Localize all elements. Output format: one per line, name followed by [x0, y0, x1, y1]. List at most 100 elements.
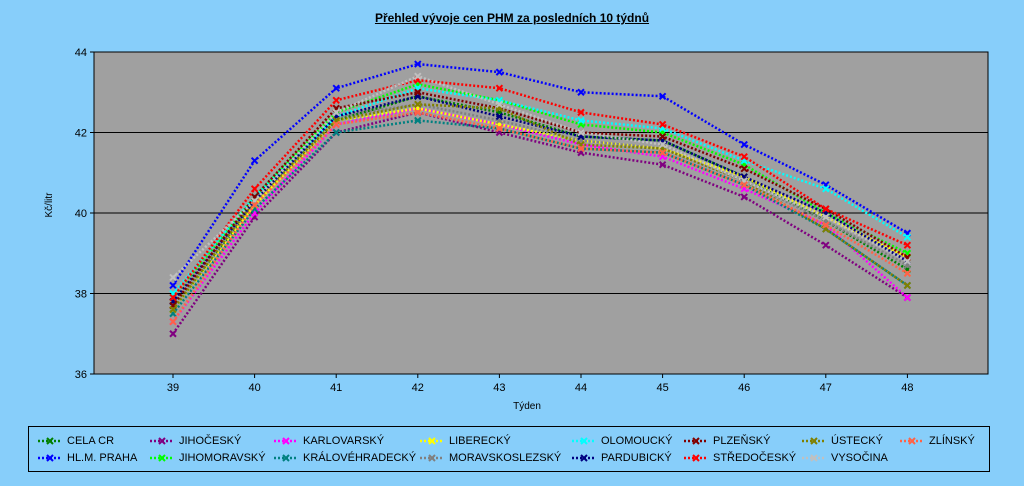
data-point — [740, 165, 748, 173]
data-point — [495, 124, 504, 133]
legend-item: KARLOVARSKÝ — [273, 435, 384, 447]
x-axis-label: Týden — [513, 401, 541, 412]
data-point — [169, 281, 177, 290]
legend-swatch — [37, 436, 63, 446]
data-point — [903, 293, 912, 302]
series-line — [172, 74, 908, 279]
legend-item: PARDUBICKÝ — [571, 452, 672, 464]
data-point — [740, 181, 748, 189]
legend-swatch — [149, 436, 175, 446]
legend-swatch — [571, 453, 597, 463]
data-point — [903, 241, 912, 249]
data-point — [414, 116, 422, 125]
legend-item: VYSOČINA — [801, 452, 888, 464]
data-point — [414, 60, 422, 68]
data-point — [577, 116, 585, 125]
legend-item: MORAVSKOSLEZSKÝ — [419, 452, 561, 464]
legend-label: MORAVSKOSLEZSKÝ — [449, 452, 562, 464]
x-tick-label: 44 — [575, 382, 587, 394]
legend-label: PARDUBICKÝ — [601, 452, 672, 464]
y-tick-label: 40 — [75, 208, 87, 220]
data-point — [495, 100, 504, 109]
data-point — [169, 305, 177, 314]
legend-label: KRÁLOVÉHRADECKÝ — [303, 452, 417, 464]
legend-swatch — [683, 436, 709, 446]
data-point — [332, 96, 340, 105]
data-point — [658, 92, 667, 100]
x-tick-label: 40 — [248, 382, 260, 394]
legend-item: OLOMOUCKÝ — [571, 435, 673, 447]
data-point — [903, 269, 912, 278]
data-point — [414, 88, 422, 96]
legend-item: PLZEŇSKÝ — [683, 435, 770, 447]
legend-label: JIHOČESKÝ — [179, 435, 242, 447]
y-tick-label: 38 — [75, 289, 87, 301]
series-line — [171, 111, 909, 323]
data-point — [658, 120, 667, 129]
data-point — [903, 257, 912, 266]
chart-legend: CELA CR HL.M. PRAHA JIHOČESKÝ JIHOMORAVSKÝ K… — [28, 426, 990, 472]
legend-item: CELA CR — [37, 435, 114, 447]
legend-item: LIBERECKÝ — [419, 435, 511, 447]
x-tick-label: 47 — [820, 382, 832, 394]
data-point — [903, 233, 912, 241]
x-tick-label: 43 — [493, 382, 505, 394]
legend-swatch — [149, 453, 175, 463]
legend-label: LIBERECKÝ — [449, 435, 511, 447]
data-point — [414, 72, 422, 80]
data-point — [577, 144, 585, 153]
x-tick-label: 42 — [412, 382, 424, 394]
series-line — [172, 103, 908, 307]
legend-label: JIHOMORAVSKÝ — [179, 452, 266, 464]
data-point — [332, 84, 340, 92]
legend-label: PLZEŇSKÝ — [713, 435, 771, 447]
data-point — [740, 152, 748, 161]
data-point — [740, 140, 748, 149]
y-tick-label: 42 — [75, 128, 87, 140]
legend-label: STŘEDOČESKÝ — [713, 452, 797, 464]
data-point — [169, 317, 177, 326]
series-line — [172, 82, 908, 299]
series-line — [172, 94, 909, 307]
legend-swatch — [419, 453, 445, 463]
legend-label: ZLÍNSKÝ — [929, 435, 975, 447]
data-point — [495, 112, 504, 121]
legend-label: HL.M. PRAHA — [67, 452, 138, 464]
data-point — [822, 205, 830, 213]
legend-label: OLOMOUCKÝ — [601, 435, 673, 447]
data-point — [169, 330, 177, 338]
legend-swatch — [37, 453, 63, 463]
legend-item: ZLÍNSKÝ — [899, 435, 975, 447]
data-point — [658, 160, 667, 169]
data-point — [414, 108, 422, 117]
series-line — [172, 119, 909, 315]
legend-label: KARLOVARSKÝ — [303, 435, 385, 447]
series-line — [172, 107, 908, 311]
data-point — [658, 132, 667, 141]
legend-item: STŘEDOČESKÝ — [683, 452, 796, 464]
data-point — [822, 241, 830, 249]
legend-item: KRÁLOVÉHRADECKÝ — [273, 452, 416, 464]
x-tick-label: 41 — [330, 382, 342, 394]
data-point — [577, 88, 585, 96]
data-point — [577, 108, 585, 117]
data-point — [822, 185, 830, 193]
data-point — [332, 108, 340, 117]
legend-item: JIHOČESKÝ — [149, 435, 241, 447]
series-line — [171, 111, 909, 335]
data-point — [250, 185, 259, 193]
x-tick-label: 48 — [901, 382, 913, 394]
y-tick-label: 44 — [75, 47, 87, 59]
legend-swatch — [801, 436, 827, 446]
legend-item: JIHOMORAVSKÝ — [149, 452, 266, 464]
chart-title: Přehled vývoje cen PHM za posledních 10 … — [374, 11, 650, 25]
data-point — [822, 213, 830, 221]
x-tick-label: 39 — [167, 382, 179, 394]
legend-swatch — [419, 436, 445, 446]
data-point — [495, 84, 504, 92]
series-line — [172, 78, 908, 299]
data-point — [250, 156, 259, 165]
x-tick-label: 46 — [738, 382, 750, 394]
data-point — [658, 148, 667, 157]
